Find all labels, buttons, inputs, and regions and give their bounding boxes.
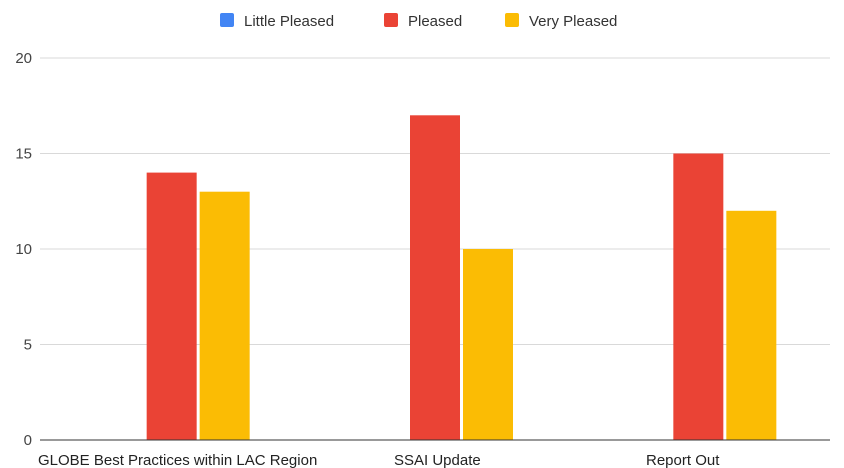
- y-tick-label-2: 10: [15, 241, 32, 258]
- bar-very-pleased-2: [726, 211, 776, 440]
- bar-pleased-2: [673, 154, 723, 441]
- legend-swatch-1: [384, 13, 398, 27]
- x-tick-label-1: SSAI Update: [394, 452, 481, 468]
- bar-very-pleased-1: [463, 249, 513, 440]
- x-tick-label-0: GLOBE Best Practices within LAC Region: [38, 452, 317, 468]
- y-tick-label-1: 5: [24, 337, 32, 354]
- y-tick-label-3: 15: [15, 146, 32, 163]
- legend-swatch-0: [220, 13, 234, 27]
- bar-pleased-1: [410, 115, 460, 440]
- bar-very-pleased-0: [200, 192, 250, 440]
- legend: Little Pleased Pleased Very Pleased: [220, 13, 617, 30]
- legend-label-0: Little Pleased: [244, 13, 334, 30]
- bar-pleased-0: [147, 173, 197, 440]
- legend-swatch-2: [505, 13, 519, 27]
- legend-item-1[interactable]: Pleased: [384, 13, 462, 30]
- legend-label-1: Pleased: [408, 13, 462, 30]
- x-tick-label-2: Report Out: [646, 452, 720, 468]
- legend-item-2[interactable]: Very Pleased: [505, 13, 617, 30]
- x-axis-labels: GLOBE Best Practices within LAC Region SS…: [38, 452, 720, 468]
- legend-label-2: Very Pleased: [529, 13, 617, 30]
- y-axis-ticks: 0 5 10 15 20: [15, 50, 32, 449]
- legend-item-0[interactable]: Little Pleased: [220, 13, 334, 30]
- bars: [147, 115, 777, 440]
- y-tick-label-4: 20: [15, 50, 32, 67]
- y-tick-label-0: 0: [24, 432, 32, 449]
